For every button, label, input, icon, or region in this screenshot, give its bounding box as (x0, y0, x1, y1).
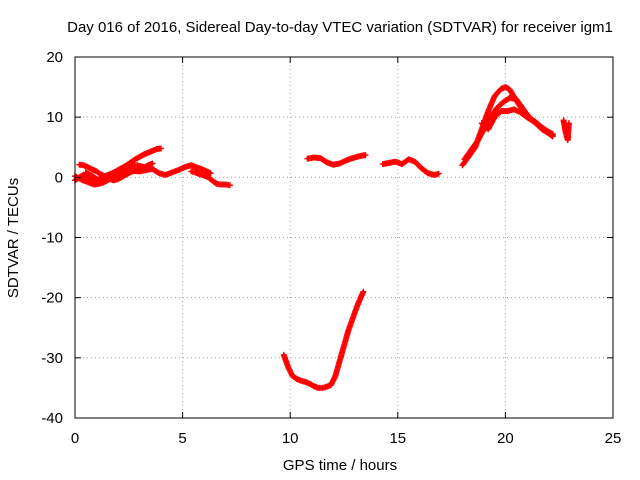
data-marks (72, 84, 572, 391)
y-axis-label: SDTVAR / TECUs (5, 178, 22, 298)
series-arc-3 (304, 152, 369, 168)
y-tick-label: 0 (55, 169, 63, 186)
x-tick-label: 15 (389, 430, 406, 447)
chart-title: Day 016 of 2016, Sidereal Day-to-day VTE… (67, 19, 613, 36)
x-tick-label: 10 (282, 430, 299, 447)
x-tick-label: 25 (605, 430, 622, 447)
series-arc-5d (560, 117, 572, 144)
y-tick-label: 10 (46, 109, 63, 126)
data-point (207, 170, 214, 177)
data-point (143, 165, 150, 172)
data-point (226, 182, 233, 189)
y-tick-label: 20 (46, 49, 63, 66)
data-point (362, 152, 369, 159)
data-point (548, 130, 555, 137)
grid (75, 57, 613, 418)
y-tick-label: -20 (41, 290, 63, 307)
data-point (158, 145, 165, 152)
data-point (149, 160, 156, 167)
y-tick-label: -10 (41, 230, 63, 247)
series-arc-1d (82, 162, 150, 186)
y-tick-label: -30 (41, 350, 63, 367)
x-tick-label: 0 (71, 430, 79, 447)
x-tick-label: 5 (178, 430, 186, 447)
series-arc-5c (478, 106, 556, 138)
series-arc-4 (379, 156, 442, 178)
data-point (549, 131, 556, 138)
data-point (565, 120, 572, 127)
y-tick-label: -40 (41, 410, 63, 427)
x-tick-label: 20 (497, 430, 514, 447)
x-axis-label: GPS time / hours (283, 457, 397, 474)
series-arc-2 (280, 288, 367, 391)
data-point (435, 170, 442, 177)
series-arc-1e (188, 168, 233, 189)
axis-ticks: 0 5 10 15 20 25 -40 -30 -20 -10 0 10 20 (41, 49, 621, 447)
data-point (360, 288, 367, 295)
